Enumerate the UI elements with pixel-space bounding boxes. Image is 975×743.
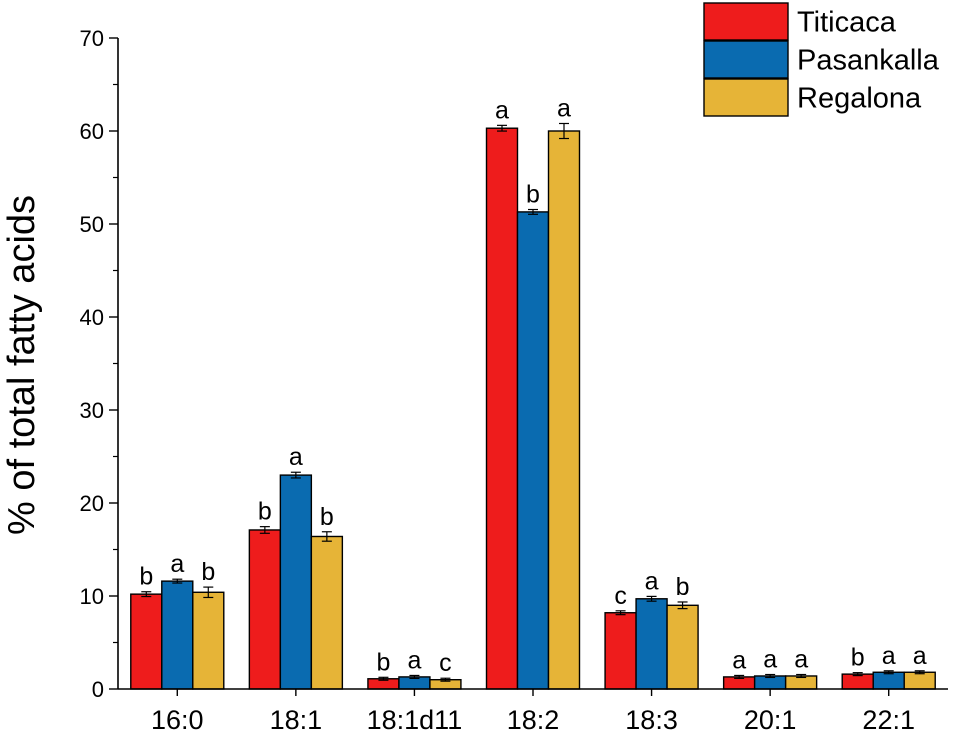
error-bar-titicaca-22-1 <box>852 672 863 677</box>
y-tick-label: 40 <box>80 305 104 330</box>
significance-letter: a <box>794 646 808 674</box>
error-bar-titicaca-18-1d11 <box>378 676 389 681</box>
significance-letter: c <box>439 649 452 677</box>
error-bar-pasankalla-18-1d11 <box>409 674 420 679</box>
bar-pasankalla-16-0 <box>161 580 194 690</box>
legend: Titicaca Pasankalla Regalona <box>703 2 940 117</box>
bar-regalona-16-0 <box>192 591 225 690</box>
error-bar-pasankalla-18-2 <box>528 208 538 215</box>
legend-swatch <box>703 40 789 79</box>
error-bar-regalona-20-1 <box>796 673 807 679</box>
y-axis-label: % of total fatty acids <box>1 195 43 535</box>
significance-letter: b <box>376 648 390 676</box>
legend-item-regalona: Regalona <box>703 78 922 117</box>
y-tick-label: 20 <box>80 491 104 516</box>
legend-swatch <box>703 78 789 117</box>
x-tick-label: 18:1 <box>270 705 323 735</box>
legend-label: Titicaca <box>797 7 897 39</box>
error-bar-pasankalla-20-1 <box>765 673 776 679</box>
y-tick-label: 30 <box>80 398 104 423</box>
legend-swatch <box>703 2 789 41</box>
error-bar-regalona-16-0 <box>203 586 214 599</box>
significance-letter: a <box>289 443 303 471</box>
significance-letter: a <box>913 642 927 670</box>
x-tick-label: 18:2 <box>507 705 560 735</box>
legend-item-titicaca: Titicaca <box>703 2 897 41</box>
error-bar-titicaca-18-1 <box>259 526 270 534</box>
error-bar-pasankalla-18-3 <box>646 595 657 602</box>
error-bar-pasankalla-16-0 <box>172 578 183 584</box>
bar-pasankalla-18-1 <box>279 474 313 690</box>
bar-titicaca-16-0 <box>130 593 163 690</box>
x-tick-label: 22:1 <box>862 705 915 735</box>
error-bar-pasankalla-22-1 <box>883 670 894 675</box>
x-tick-label: 18:3 <box>625 705 678 735</box>
significance-letter: b <box>201 558 215 586</box>
bar-pasankalla-18-3 <box>635 598 668 690</box>
significance-letter: a <box>170 550 184 578</box>
bar-regalona-18-1 <box>310 535 344 690</box>
significance-letter: b <box>320 503 334 531</box>
y-tick-label: 60 <box>80 119 104 144</box>
error-bar-titicaca-20-1 <box>734 674 745 679</box>
error-bar-titicaca-18-3 <box>615 610 626 616</box>
bar-pasankalla-18-2 <box>516 211 550 690</box>
error-bar-titicaca-18-2 <box>497 124 507 132</box>
significance-letter: a <box>882 642 896 670</box>
bar-regalona-18-3 <box>666 604 699 690</box>
error-bar-regalona-18-1 <box>321 531 332 542</box>
significance-letter: a <box>645 567 659 595</box>
legend-label: Pasankalla <box>797 45 940 77</box>
significance-letter: b <box>851 644 865 672</box>
significance-letter: b <box>139 563 153 591</box>
significance-letter: b <box>676 573 690 601</box>
x-tick-label: 20:1 <box>744 705 797 735</box>
bar-titicaca-18-2 <box>485 127 519 690</box>
x-tick-label: 18:1d11 <box>367 705 463 735</box>
bar-regalona-18-2 <box>547 130 581 690</box>
error-bar-pasankalla-18-1 <box>290 471 301 479</box>
bar-regalona-22-1 <box>903 671 936 690</box>
y-tick-label: 10 <box>80 584 104 609</box>
bar-pasankalla-22-1 <box>872 671 905 690</box>
bar-titicaca-18-1 <box>248 529 282 690</box>
y-tick-label: 0 <box>92 677 104 702</box>
legend-label: Regalona <box>797 83 922 115</box>
bar-titicaca-22-1 <box>841 673 874 690</box>
significance-letter: a <box>732 646 746 674</box>
y-tick-label: 70 <box>80 26 104 51</box>
axes-layer: 0 10 20 30 40 50 60 70 16:0 18:1 18:1d11 18:2 18:3 20… <box>80 26 948 735</box>
y-tick-label: 50 <box>80 212 104 237</box>
bars-layer <box>130 122 936 690</box>
error-bar-regalona-18-3 <box>677 601 688 610</box>
significance-letter: b <box>258 498 272 526</box>
significance-letter: a <box>763 646 777 674</box>
significance-letter: c <box>614 582 627 610</box>
x-tick-label: 16:0 <box>151 705 204 735</box>
error-bar-regalona-22-1 <box>914 670 925 675</box>
legend-item-pasankalla: Pasankalla <box>703 40 940 79</box>
bar-titicaca-18-3 <box>604 612 637 690</box>
significance-letter: a <box>557 94 571 122</box>
significance-letter: b <box>526 181 540 209</box>
error-bar-regalona-18-2 <box>559 122 569 140</box>
significance-letter: a <box>407 646 421 674</box>
error-bar-regalona-18-1d11 <box>440 677 451 682</box>
error-bar-titicaca-16-0 <box>141 591 152 598</box>
significance-letter: a <box>495 96 509 124</box>
